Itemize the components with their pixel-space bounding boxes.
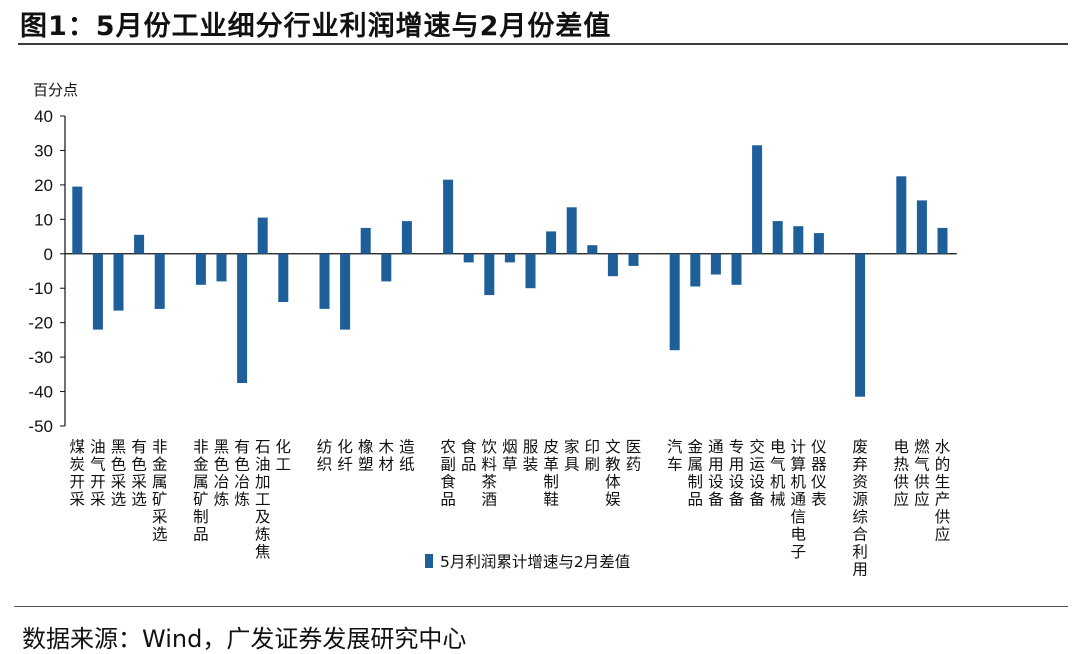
bar bbox=[92, 253, 103, 330]
y-tick-label: 10 bbox=[34, 210, 53, 229]
category-label: 黑色冶炼 bbox=[214, 438, 230, 509]
category-label: 烟草 bbox=[502, 438, 518, 474]
bar bbox=[937, 227, 948, 254]
category-label: 化工 bbox=[276, 438, 292, 474]
bar bbox=[813, 233, 824, 254]
category-label: 农副食品 bbox=[440, 438, 456, 509]
y-axis-label: 百分点 bbox=[33, 81, 78, 99]
bar bbox=[72, 186, 83, 254]
category-label: 木材 bbox=[379, 438, 395, 474]
category-label: 电热供应 bbox=[894, 438, 910, 509]
category-label: 专用设备 bbox=[729, 438, 745, 509]
bar bbox=[669, 253, 680, 351]
bar bbox=[690, 253, 701, 287]
category-label: 服装 bbox=[523, 438, 539, 474]
category-label: 金属制品 bbox=[688, 438, 704, 509]
y-tick-label: -40 bbox=[28, 383, 53, 402]
category-label: 非金属矿制品 bbox=[193, 438, 209, 544]
bar bbox=[216, 253, 227, 282]
category-label: 橡塑 bbox=[358, 438, 374, 474]
category-label: 计算机通信电子 bbox=[791, 438, 807, 561]
category-label: 有色采选 bbox=[131, 438, 147, 509]
category-label: 有色冶炼 bbox=[234, 438, 250, 509]
category-label: 交运设备 bbox=[749, 438, 765, 509]
y-tick-label: -30 bbox=[28, 348, 53, 367]
category-label: 废弃资源综合利用 bbox=[852, 438, 868, 579]
category-label: 水的生产供应 bbox=[935, 438, 951, 544]
legend: 5月利润累计增速与2月差值 bbox=[425, 553, 630, 571]
y-tick-label: 20 bbox=[34, 176, 53, 195]
bar bbox=[195, 253, 206, 285]
category-label: 医药 bbox=[626, 438, 642, 474]
category-label: 仪器仪表 bbox=[811, 438, 827, 509]
bar bbox=[463, 253, 474, 263]
category-label: 印刷 bbox=[585, 438, 601, 474]
bar bbox=[731, 253, 742, 285]
bar bbox=[340, 253, 351, 330]
category-label: 家具 bbox=[564, 438, 580, 474]
category-label: 非金属矿采选 bbox=[152, 438, 168, 544]
bar bbox=[134, 234, 145, 254]
category-label: 饮料茶酒 bbox=[482, 438, 498, 509]
bar bbox=[237, 253, 248, 383]
category-label: 食品 bbox=[461, 438, 477, 474]
bar bbox=[607, 253, 618, 277]
bar bbox=[752, 145, 763, 254]
y-axis: 40 30 20 10 0 -10 -20 -30 -40 -50 bbox=[28, 107, 957, 436]
category-label: 通用设备 bbox=[708, 438, 724, 509]
y-tick-label: -50 bbox=[28, 417, 53, 436]
bar bbox=[484, 253, 495, 296]
y-tick-label: 0 bbox=[44, 245, 53, 264]
y-tick-label: 30 bbox=[34, 141, 53, 160]
category-label: 燃气供应 bbox=[914, 438, 930, 509]
footer-divider bbox=[14, 606, 1068, 607]
category-label: 汽车 bbox=[667, 438, 683, 474]
category-label: 黑色采选 bbox=[111, 438, 127, 509]
category-label: 煤炭开采 bbox=[70, 438, 86, 509]
bar bbox=[525, 253, 536, 289]
bar bbox=[278, 253, 289, 302]
bar bbox=[566, 207, 577, 254]
y-tick-label: 40 bbox=[34, 107, 53, 126]
bar bbox=[401, 221, 412, 254]
legend-swatch bbox=[425, 554, 433, 568]
category-label: 纺织 bbox=[317, 438, 333, 474]
bar bbox=[916, 200, 927, 254]
category-label: 石油加工及炼焦 bbox=[255, 438, 271, 561]
category-label: 皮革制鞋 bbox=[543, 438, 559, 509]
bar-series bbox=[72, 145, 948, 397]
bar bbox=[443, 179, 454, 254]
y-tick-label: -20 bbox=[28, 314, 53, 333]
legend-label: 5月利润累计增速与2月差值 bbox=[440, 553, 630, 571]
figure-title: 图1：5月份工业细分行业利润增速与2月份差值 bbox=[20, 11, 612, 42]
bar bbox=[628, 253, 639, 266]
category-label: 文教体娱 bbox=[605, 438, 621, 509]
category-label: 造纸 bbox=[399, 438, 415, 474]
bar bbox=[113, 253, 124, 311]
bar bbox=[772, 221, 783, 254]
bar bbox=[793, 226, 804, 254]
title-divider bbox=[18, 43, 1068, 45]
bar-chart: 百分点 40 30 20 10 0 -10 -20 -30 -40 -50 煤炭开采油气开采黑色采… bbox=[28, 81, 957, 579]
bar bbox=[546, 231, 557, 254]
bar bbox=[154, 253, 165, 309]
bar bbox=[381, 253, 392, 282]
source-note: 数据来源：Wind，广发证券发展研究中心 bbox=[22, 625, 467, 653]
category-label: 电气机械 bbox=[770, 438, 786, 509]
bar bbox=[504, 253, 515, 263]
bar bbox=[855, 253, 866, 397]
bar bbox=[587, 245, 598, 254]
bar bbox=[710, 253, 721, 275]
y-tick-label: -10 bbox=[28, 279, 53, 298]
bar bbox=[896, 176, 907, 254]
bar bbox=[360, 227, 371, 254]
category-label: 油气开采 bbox=[90, 438, 106, 509]
bar bbox=[319, 253, 330, 309]
bar bbox=[257, 217, 268, 254]
category-label: 化纤 bbox=[337, 438, 353, 474]
